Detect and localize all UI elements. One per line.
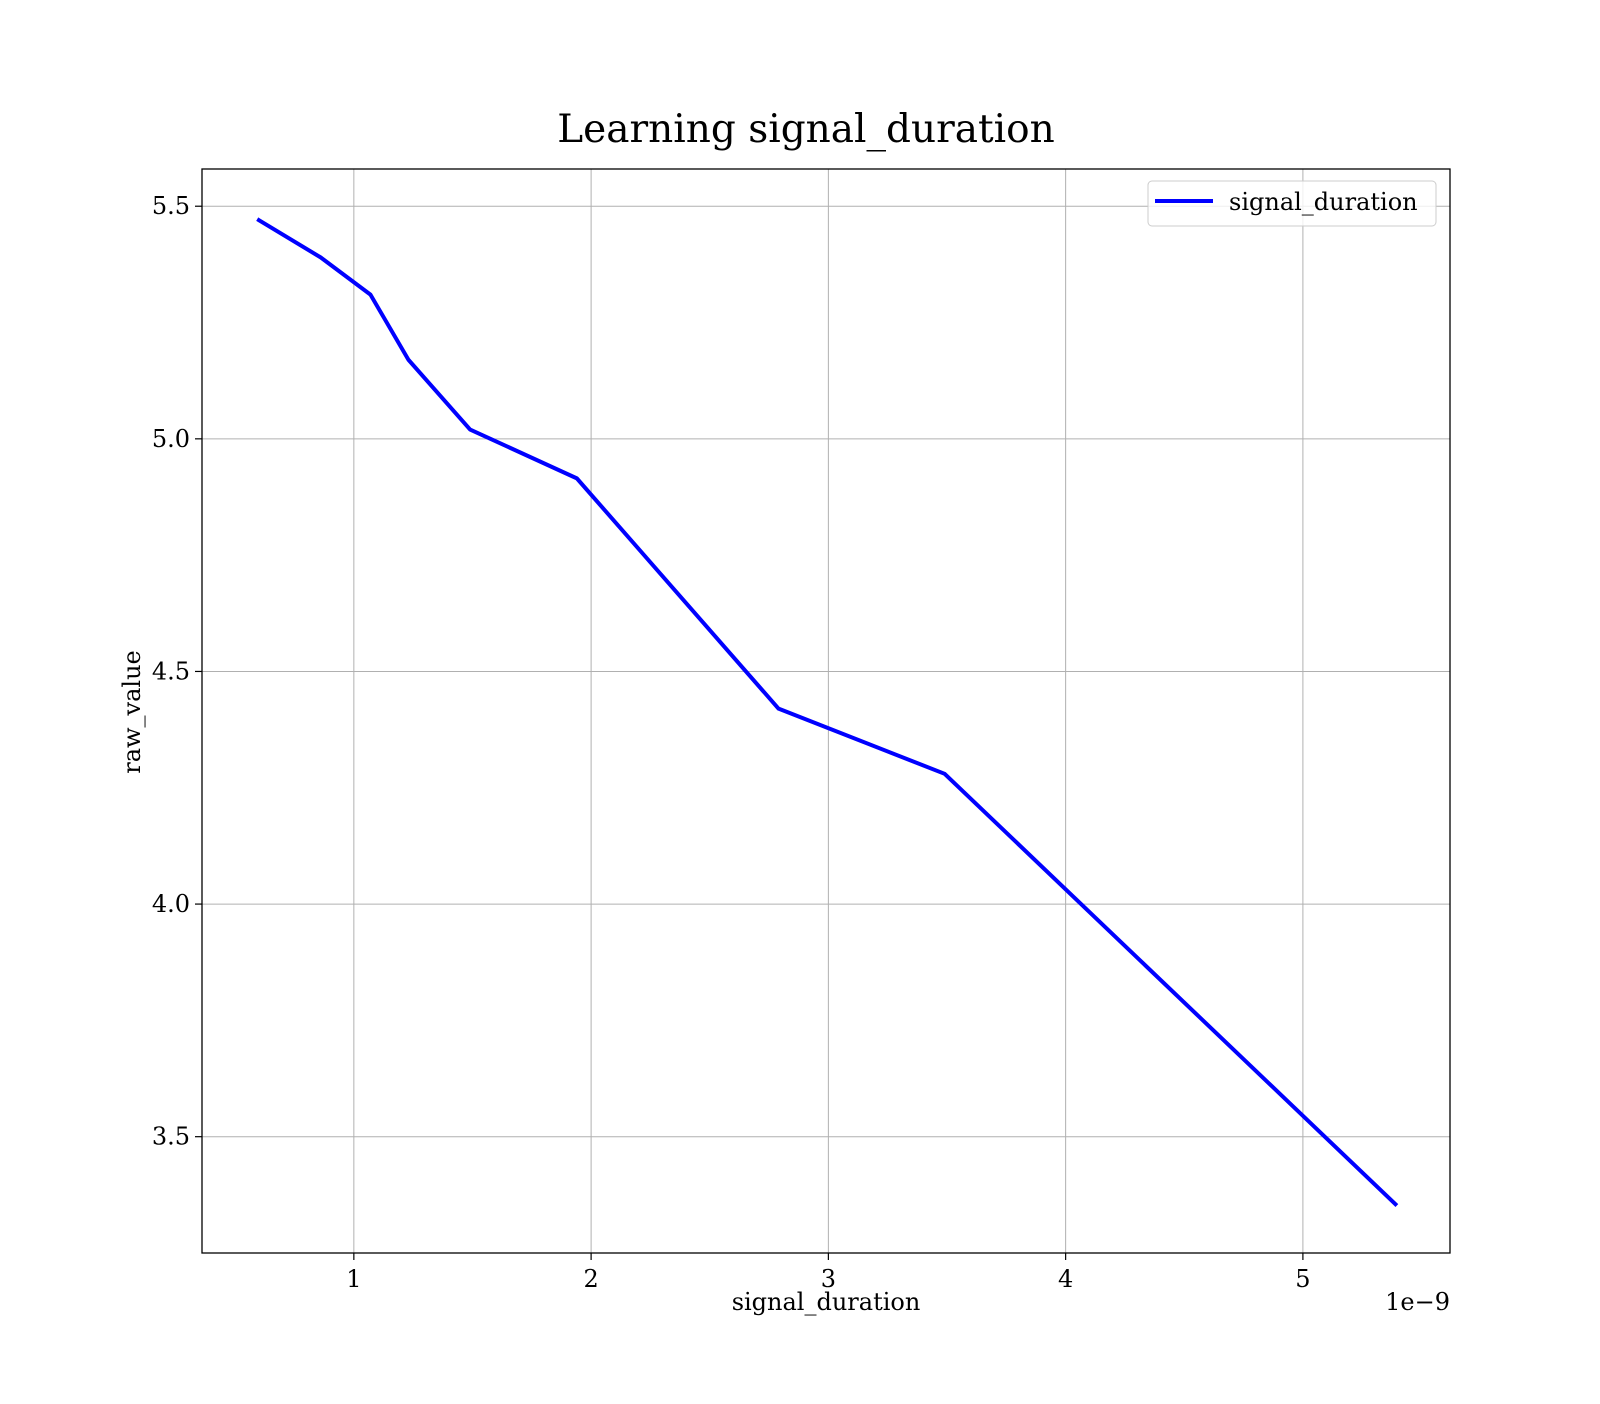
x-axis-offset-label: 1e−9	[1385, 1288, 1450, 1316]
chart-title: Learning signal_duration	[557, 107, 1054, 152]
y-axis-label: raw_value	[118, 650, 146, 774]
x-axis: 1 2 3 4 5	[346, 1253, 1311, 1293]
legend-label: signal_duration	[1229, 188, 1418, 216]
x-tick-label: 1	[346, 1265, 361, 1293]
y-tick-label: 5.5	[152, 192, 190, 220]
x-tick-label: 4	[1058, 1265, 1073, 1293]
x-tick-label: 5	[1295, 1265, 1310, 1293]
grid-lines	[202, 169, 1450, 1253]
y-tick-label: 4.5	[152, 657, 190, 685]
x-tick-label: 3	[821, 1265, 836, 1293]
y-axis: 3.5 4.0 4.5 5.0 5.5	[152, 192, 202, 1151]
legend-box	[1147, 180, 1437, 227]
series-layer	[256, 217, 1399, 1207]
y-tick-label: 5.0	[152, 425, 190, 453]
plot-area-frame	[201, 168, 1451, 1254]
legend: signal_duration	[1147, 180, 1437, 227]
x-tick-label: 2	[583, 1265, 598, 1293]
y-tick-label: 4.0	[152, 890, 190, 918]
y-tick-label: 3.5	[152, 1123, 190, 1151]
series-line	[256, 217, 1399, 1207]
x-axis-label: signal_duration	[732, 1288, 921, 1316]
